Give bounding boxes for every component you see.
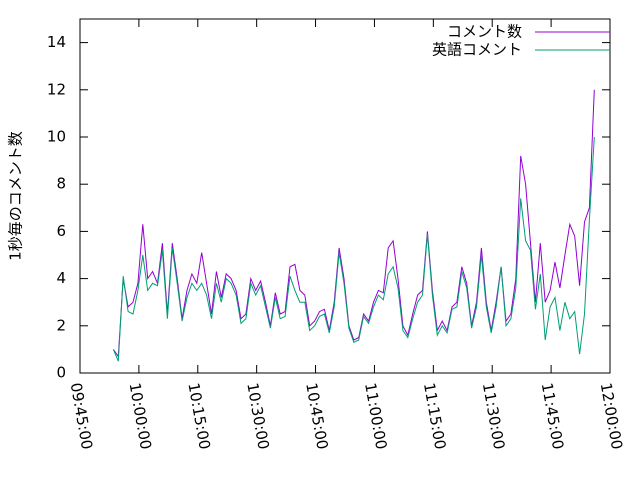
x-tick-label: 10:00:00 xyxy=(126,381,155,450)
x-tick-label: 11:15:00 xyxy=(420,381,449,450)
y-tick-label: 2 xyxy=(56,316,66,334)
y-tick-label: 4 xyxy=(56,269,66,287)
x-tick-label: 10:30:00 xyxy=(243,381,272,450)
x-tick-label: 11:30:00 xyxy=(479,381,508,450)
y-tick-label: 0 xyxy=(56,364,66,382)
x-tick-label: 11:00:00 xyxy=(361,381,390,450)
y-tick-label: 12 xyxy=(47,80,66,98)
y-tick-label: 8 xyxy=(56,175,66,193)
legend-label: コメント数 xyxy=(447,23,522,41)
x-tick-label: 09:45:00 xyxy=(67,381,96,450)
x-tick-label: 11:45:00 xyxy=(538,381,567,450)
series-line xyxy=(112,136,595,362)
x-tick-label: 12:00:00 xyxy=(597,381,626,450)
y-tick-label: 6 xyxy=(56,222,66,240)
y-axis-label: 1秒毎のコメント数 xyxy=(7,131,25,261)
y-tick-label: 14 xyxy=(47,33,66,51)
x-tick-label: 10:15:00 xyxy=(184,381,213,450)
y-tick-label: 10 xyxy=(47,128,66,146)
legend-label: 英語コメント xyxy=(432,41,522,59)
series-line xyxy=(112,89,595,358)
x-tick-label: 10:45:00 xyxy=(302,381,331,450)
plot-border xyxy=(79,18,611,374)
